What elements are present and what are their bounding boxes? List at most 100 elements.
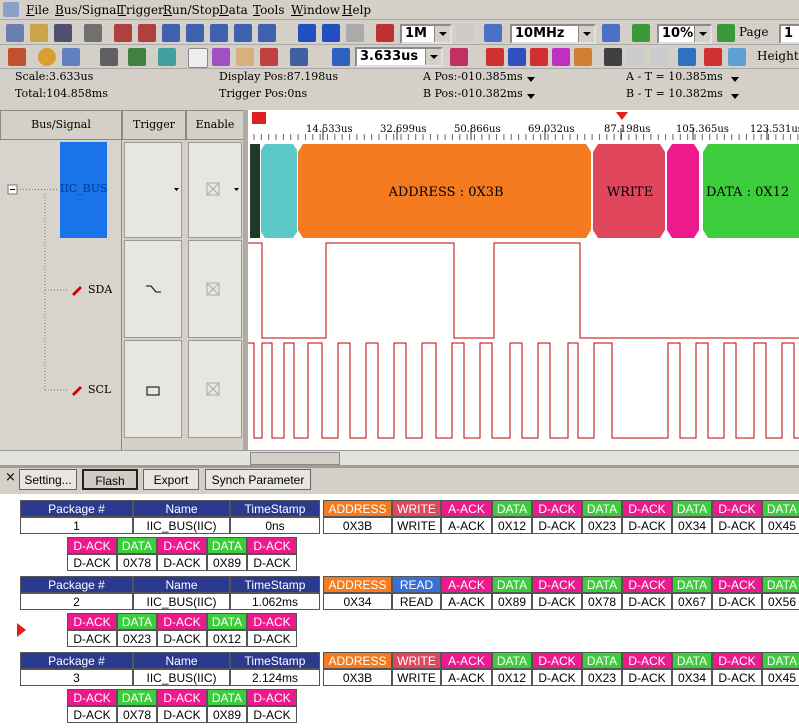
tool-icon[interactable] — [717, 24, 735, 42]
bar-icon[interactable] — [574, 48, 592, 66]
scroll-thumb[interactable] — [250, 452, 340, 465]
menu-item[interactable]: Data — [219, 3, 248, 17]
depth-select[interactable]: 1M — [400, 24, 452, 44]
signal-name: SDA — [88, 283, 113, 296]
menu-item[interactable]: Help — [342, 3, 372, 17]
tool-icon[interactable] — [650, 48, 668, 66]
close-icon[interactable]: × — [5, 470, 16, 485]
tool-icon[interactable] — [30, 24, 48, 42]
status-total: Total:104.858ms — [15, 87, 108, 100]
dropdown-arrow[interactable] — [578, 26, 594, 42]
tool-icon[interactable] — [162, 24, 180, 42]
dropdown-arrow[interactable] — [234, 188, 239, 191]
tool-icon[interactable] — [376, 24, 394, 42]
cursor-marker[interactable] — [252, 112, 266, 124]
tool-icon[interactable] — [54, 24, 72, 42]
run-icon[interactable] — [322, 24, 340, 42]
field-value: 0X34 — [672, 517, 712, 534]
flash-button[interactable]: Flash — [82, 469, 138, 490]
tool-icon[interactable] — [128, 48, 146, 66]
bar-icon[interactable] — [486, 48, 504, 66]
enable-cell[interactable] — [188, 340, 242, 438]
tool-icon[interactable] — [260, 48, 278, 66]
status-a-pos: A Pos:-010.385ms — [423, 70, 523, 83]
tool-icon[interactable] — [210, 24, 228, 42]
tool-icon[interactable] — [484, 24, 502, 42]
tool-icon[interactable] — [236, 48, 254, 66]
tool-icon[interactable] — [38, 48, 56, 66]
table-cell: IIC_BUS(IIC) — [133, 593, 230, 610]
dropdown-arrow[interactable] — [527, 77, 739, 99]
table-cell: 0ns — [230, 517, 320, 534]
dropdown-arrow[interactable] — [174, 188, 179, 191]
run-icon[interactable] — [298, 24, 316, 42]
tool-icon[interactable] — [62, 48, 80, 66]
tool-icon[interactable] — [332, 48, 350, 66]
menu-item[interactable]: Bus/Signal — [55, 3, 121, 17]
tool-icon[interactable] — [678, 48, 696, 66]
tool-icon[interactable] — [186, 24, 204, 42]
field-value: WRITE — [392, 517, 441, 534]
bar-icon[interactable] — [530, 48, 548, 66]
field-type: D-ACK — [247, 689, 297, 706]
bar-icon[interactable] — [552, 48, 570, 66]
trigger-cell[interactable] — [124, 142, 182, 238]
tool-icon[interactable] — [626, 48, 644, 66]
splitter[interactable] — [243, 110, 248, 450]
field-value: 0X45 — [762, 517, 799, 534]
row-pointer — [17, 623, 26, 637]
tool-icon[interactable] — [704, 48, 722, 66]
setting-button[interactable]: Setting... — [19, 469, 77, 490]
trigger-percent-select[interactable]: 10% — [657, 24, 712, 44]
enable-cell[interactable] — [188, 240, 242, 338]
tool-icon[interactable] — [602, 24, 620, 42]
scale-select[interactable]: 3.633us — [355, 47, 443, 67]
menu-item[interactable]: File — [26, 3, 50, 17]
splitter[interactable] — [0, 465, 799, 468]
tool-icon[interactable] — [8, 48, 26, 66]
tool-icon[interactable] — [84, 24, 102, 42]
tool-icon[interactable] — [114, 24, 132, 42]
stop-icon[interactable] — [346, 24, 364, 42]
tool-icon[interactable] — [6, 24, 24, 42]
bus-highlight[interactable]: IIC_BUS(II — [60, 142, 107, 238]
menu-item[interactable]: Tools — [253, 3, 285, 17]
table-header-cell: Package # — [20, 652, 133, 669]
app-icon — [3, 2, 19, 17]
export-button[interactable]: Export — [143, 469, 199, 490]
dropdown-arrow[interactable] — [694, 26, 710, 42]
decode-segment — [593, 144, 665, 238]
tool-icon[interactable] — [234, 24, 252, 42]
menu-item[interactable]: Trigger — [118, 3, 164, 17]
tool-icon[interactable] — [450, 48, 468, 66]
tool-icon[interactable] — [100, 48, 118, 66]
page-input[interactable]: 1 — [779, 24, 799, 44]
trigger-cell[interactable] — [124, 340, 182, 438]
checkbox[interactable] — [206, 182, 220, 196]
dropdown-arrow[interactable] — [425, 49, 441, 65]
synch-button[interactable]: Synch Parameter — [205, 469, 311, 490]
tool-icon[interactable] — [728, 48, 746, 66]
menu-item[interactable]: Run/Stop — [163, 3, 220, 17]
table-cell: IIC_BUS(IIC) — [133, 669, 230, 686]
tool-icon[interactable] — [138, 24, 156, 42]
tool-icon[interactable] — [290, 48, 308, 66]
tool-icon[interactable] — [632, 24, 650, 42]
tool-icon[interactable] — [188, 48, 208, 68]
tool-icon[interactable] — [456, 24, 474, 42]
rate-select[interactable]: 10MHz — [510, 24, 596, 44]
status-arrows — [527, 77, 739, 99]
column-header: Enable — [186, 110, 244, 140]
tool-icon[interactable] — [604, 48, 622, 66]
tool-icon[interactable] — [258, 24, 276, 42]
menu-item[interactable]: Window — [291, 3, 340, 17]
dropdown-arrow[interactable] — [434, 26, 450, 42]
checkbox[interactable] — [206, 282, 220, 296]
tool-icon[interactable] — [212, 48, 230, 66]
tool-icon[interactable] — [158, 48, 176, 66]
checkbox[interactable] — [206, 382, 220, 396]
enable-cell[interactable] — [188, 142, 242, 238]
bar-icon[interactable] — [508, 48, 526, 66]
field-type: ADDRESS — [323, 652, 392, 669]
disabled-mark — [206, 182, 220, 396]
